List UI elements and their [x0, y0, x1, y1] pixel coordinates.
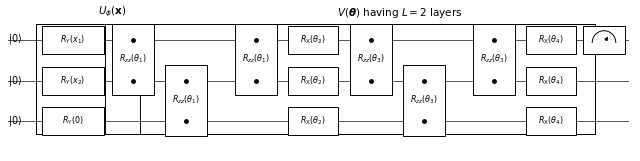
- Text: $R_{\mathrm{X}}(\theta_4)$: $R_{\mathrm{X}}(\theta_4)$: [538, 33, 564, 46]
- Text: $R_{\mathrm{X}}(\theta_2)$: $R_{\mathrm{X}}(\theta_2)$: [300, 33, 326, 46]
- Bar: [235, 24, 277, 95]
- Bar: [350, 24, 392, 95]
- Bar: [288, 25, 338, 53]
- Bar: [42, 106, 104, 134]
- Text: $R_{zz}(\theta_1)$: $R_{zz}(\theta_1)$: [242, 53, 270, 65]
- Bar: [526, 25, 576, 53]
- Text: $|0\rangle$: $|0\rangle$: [8, 33, 22, 47]
- Text: $R_{zz}(\theta_3)$: $R_{zz}(\theta_3)$: [357, 53, 385, 65]
- Text: $|0\rangle$: $|0\rangle$: [8, 74, 22, 87]
- Text: $R_{zz}(\theta_1)$: $R_{zz}(\theta_1)$: [172, 94, 200, 106]
- Bar: [36, 24, 105, 133]
- Text: $R_{\mathrm{Y}}(x_2)$: $R_{\mathrm{Y}}(x_2)$: [60, 74, 86, 87]
- Text: $R_{zz}(\theta_1)$: $R_{zz}(\theta_1)$: [119, 53, 147, 65]
- Bar: [36, 24, 595, 133]
- Bar: [403, 65, 445, 136]
- Text: $R_{zz}(\theta_3)$: $R_{zz}(\theta_3)$: [410, 94, 438, 106]
- Bar: [288, 106, 338, 134]
- Text: $V(\boldsymbol{\theta})$ having $L = 2$ layers: $V(\boldsymbol{\theta})$ having $L = 2$ …: [337, 5, 463, 19]
- Text: $U_{\phi}(\mathbf{x})$: $U_{\phi}(\mathbf{x})$: [98, 5, 126, 19]
- Bar: [288, 66, 338, 95]
- Bar: [526, 66, 576, 95]
- Text: $R_{zz}(\theta_3)$: $R_{zz}(\theta_3)$: [480, 53, 508, 65]
- Bar: [42, 66, 104, 95]
- Bar: [473, 24, 515, 95]
- Text: $R_{\mathrm{Y}}(x_1)$: $R_{\mathrm{Y}}(x_1)$: [60, 33, 86, 46]
- Bar: [42, 25, 104, 53]
- Bar: [112, 24, 154, 95]
- Bar: [526, 106, 576, 134]
- Text: $R_{\mathrm{X}}(\theta_2)$: $R_{\mathrm{X}}(\theta_2)$: [300, 74, 326, 87]
- Text: $R_{\mathrm{X}}(\theta_4)$: $R_{\mathrm{X}}(\theta_4)$: [538, 74, 564, 87]
- Bar: [140, 24, 595, 133]
- Text: $R_{\mathrm{X}}(\theta_2)$: $R_{\mathrm{X}}(\theta_2)$: [300, 114, 326, 127]
- Text: $R_{\mathrm{Y}}(0)$: $R_{\mathrm{Y}}(0)$: [62, 114, 84, 127]
- Text: $|0\rangle$: $|0\rangle$: [8, 114, 22, 128]
- Bar: [583, 25, 625, 53]
- Bar: [165, 65, 207, 136]
- Text: $R_{\mathrm{X}}(\theta_4)$: $R_{\mathrm{X}}(\theta_4)$: [538, 114, 564, 127]
